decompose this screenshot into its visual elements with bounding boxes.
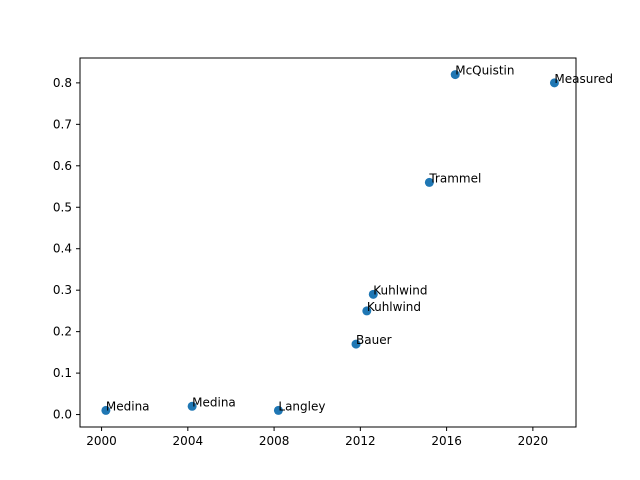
y-tick-label: 0.1 bbox=[53, 366, 72, 380]
point-label: Measured bbox=[554, 72, 613, 86]
y-tick-label: 0.6 bbox=[53, 159, 72, 173]
y-tick-label: 0.5 bbox=[53, 200, 72, 214]
point-label: Langley bbox=[278, 399, 325, 413]
plot-area-frame bbox=[79, 57, 577, 428]
data-points bbox=[101, 70, 559, 415]
scatter-point bbox=[549, 78, 559, 88]
scatter-point bbox=[368, 289, 378, 299]
scatter-point bbox=[424, 177, 434, 187]
x-tick-label: 2000 bbox=[86, 434, 117, 448]
scatter-point bbox=[362, 306, 372, 316]
scatter-point bbox=[450, 70, 460, 80]
x-tick-label: 2020 bbox=[518, 434, 549, 448]
y-tick-label: 0.4 bbox=[53, 242, 72, 256]
x-tick-label: 2016 bbox=[431, 434, 462, 448]
point-label: Kuhlwind bbox=[367, 300, 421, 314]
x-tick-label: 2008 bbox=[259, 434, 290, 448]
scatter-point bbox=[273, 405, 283, 415]
scatter-point bbox=[187, 401, 197, 411]
point-label: Bauer bbox=[356, 333, 392, 347]
point-label: Trammel bbox=[428, 171, 481, 185]
scatter-point bbox=[351, 339, 361, 349]
y-axis-ticks: 0.0 0.1 0.2 0.3 0.4 0.5 0.6 0.7 0.8 bbox=[53, 76, 80, 422]
point-label: Medina bbox=[192, 395, 236, 409]
point-label: Kuhlwind bbox=[373, 283, 427, 297]
point-label: McQuistin bbox=[455, 64, 514, 78]
x-axis-ticks: 2000 2004 2008 2012 2016 2020 bbox=[86, 427, 548, 448]
y-tick-label: 0.2 bbox=[53, 325, 72, 339]
y-tick-label: 0.7 bbox=[53, 117, 72, 131]
x-tick-label: 2012 bbox=[345, 434, 376, 448]
y-tick-label: 0.0 bbox=[53, 408, 72, 422]
x-tick-label: 2004 bbox=[173, 434, 204, 448]
data-point-labels: Medina Medina Langley Bauer Kuhlwind Kuhlwind… bbox=[106, 64, 613, 414]
point-label: Medina bbox=[106, 399, 150, 413]
y-tick-label: 0.8 bbox=[53, 76, 72, 90]
y-tick-label: 0.3 bbox=[53, 283, 72, 297]
scatter-point bbox=[101, 405, 111, 415]
